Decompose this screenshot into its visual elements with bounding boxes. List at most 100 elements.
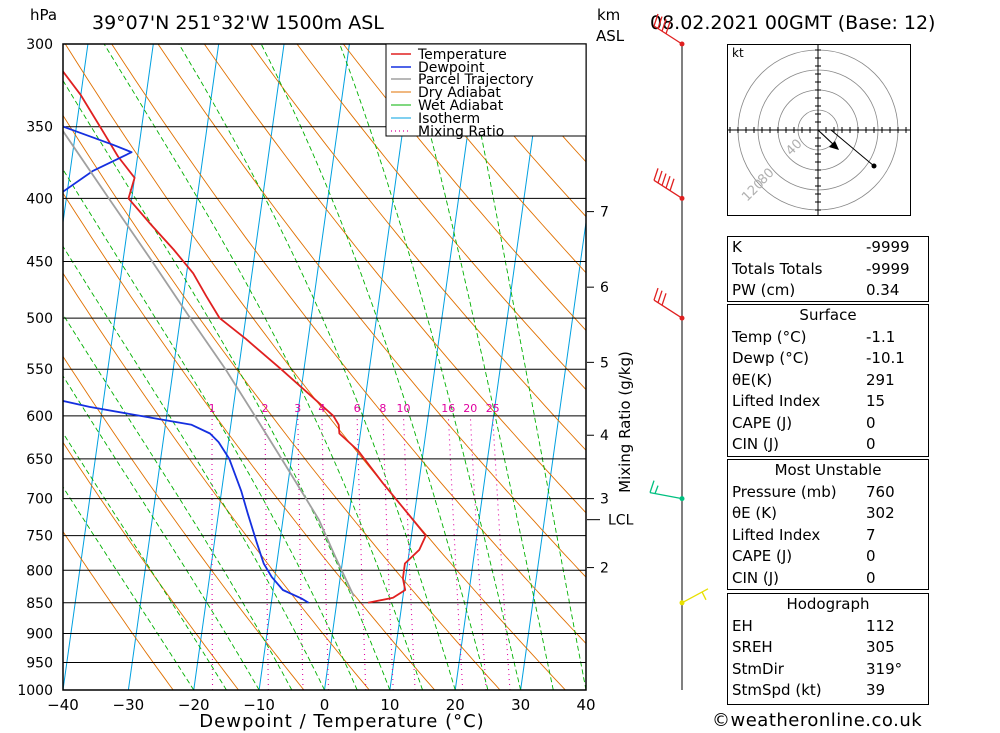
surface-cape-label: CAPE (J)	[732, 413, 793, 432]
wind-barb-feather	[661, 293, 667, 306]
isotherm-line	[324, 44, 416, 690]
pressure-tick-label: 400	[26, 191, 53, 207]
wet-adiabat-line	[103, 44, 424, 690]
wet-adiabat-line	[63, 79, 391, 690]
hodograph-stats-panel: Hodograph EH 112 SREH 305 StmDir 319° StmSp…	[727, 593, 929, 705]
hodograph-stats-title: Hodograph	[786, 595, 870, 613]
mixing-ratio-label: 8	[379, 402, 386, 415]
mixing-ratio-label: 4	[318, 402, 325, 415]
stmdir-row: StmDir 319°	[728, 659, 928, 681]
sreh-value: 305	[866, 638, 895, 656]
surface-dewp-value: -10.1	[866, 349, 905, 367]
wind-profile	[649, 13, 709, 690]
pw-label: PW (cm)	[732, 281, 796, 299]
eh-row: EH 112	[728, 616, 928, 638]
k-index-row: K -9999	[728, 237, 928, 259]
legend-label-wet-adiabat: Wet Adiabat	[418, 98, 504, 114]
mixing-ratio-label: 20	[463, 402, 477, 415]
wind-barb-feather	[653, 287, 659, 301]
km-tick-label: 2	[600, 561, 609, 577]
header: hPa 39°07'N 251°32'W 1500m ASL km ASL 08…	[30, 6, 935, 45]
dry-adiabat-line	[389, 44, 586, 274]
legend-label-dry-adiabat: Dry Adiabat	[418, 85, 501, 101]
dry-adiabat-line	[296, 44, 586, 391]
eh-value: 112	[866, 616, 895, 635]
datetime-title: 08.02.2021 00GMT (Base: 12)	[650, 12, 935, 34]
pressure-tick-label: 650	[26, 452, 53, 468]
hodograph-trace	[815, 129, 875, 167]
km-tick-label: 7	[600, 205, 609, 221]
legend-label-dewpoint: Dewpoint	[418, 60, 485, 76]
mixing-ratio-line	[321, 415, 330, 690]
wind-barb-feather	[657, 290, 663, 303]
wet-adiabat-line	[339, 44, 522, 690]
mu-theta-value: 302	[866, 504, 895, 522]
wind-barb	[653, 13, 685, 47]
skewt-chart: 3003504004505005506006507007508008509009…	[17, 37, 634, 732]
stmspd-label: StmSpd (kt)	[732, 681, 822, 699]
credit-link[interactable]: ©weatheronline.co.uk	[712, 710, 923, 731]
temperature-tick-label: −40	[47, 696, 79, 714]
pressure-tick-label: 550	[26, 362, 53, 378]
dry-adiabat-line	[63, 272, 370, 690]
pressure-tick-label: 850	[26, 596, 53, 612]
surface-theta-row: θE(K) 291	[728, 370, 928, 392]
isotherm-line	[389, 44, 481, 690]
stmdir-value: 319°	[866, 659, 903, 678]
temperature-line	[63, 70, 427, 604]
surface-cape-value: 0	[866, 413, 876, 432]
temperature-tick-label: 0	[320, 696, 330, 714]
wind-barb-shaft	[653, 179, 683, 199]
surface-temp-value: -1.1	[866, 327, 896, 346]
surface-temp-label: Temp (°C)	[732, 327, 807, 346]
pressure-tick-label: 600	[26, 409, 53, 425]
surface-li-value: 15	[866, 392, 886, 410]
mu-li-value: 7	[866, 525, 876, 544]
hpa-unit-label: hPa	[30, 6, 57, 24]
mu-cin-value: 0	[866, 568, 876, 587]
mixing-ratio-label: 6	[354, 402, 361, 415]
hodograph-unit: kt	[732, 46, 744, 60]
isotherm-line	[127, 44, 220, 690]
stmdir-label: StmDir	[732, 659, 784, 678]
wind-barb-feather	[661, 18, 667, 32]
wet-adiabat-line	[260, 44, 489, 690]
temperature-tick-label: 10	[380, 696, 399, 714]
isotherm-line	[63, 44, 154, 690]
mixing-ratio-label: 1	[209, 402, 216, 415]
km-tick-label: 6	[600, 280, 609, 296]
x-axis-title: Dewpoint / Temperature (°C)	[199, 711, 484, 732]
legend-label-temperature: Temperature	[417, 47, 507, 63]
wind-barb-feather	[657, 170, 663, 184]
surface-theta-value: 291	[866, 370, 895, 389]
wind-barb-feather	[649, 480, 655, 493]
km-tick-label: 5	[600, 355, 609, 371]
surface-theta-label: θE(K)	[732, 370, 773, 389]
most-unstable-panel: Most Unstable Pressure (mb) 760 θE (K) 302…	[727, 459, 929, 590]
wind-barb	[653, 168, 685, 201]
totals-totals-row: Totals Totals -9999	[728, 259, 928, 281]
pressure-tick-label: 450	[26, 255, 53, 271]
pressure-tick-label: 900	[26, 626, 53, 642]
mixing-ratio-axis-title: Mixing Ratio (g/kg)	[616, 351, 634, 493]
temperature-tick-label: 40	[576, 696, 595, 714]
mixing-ratio-label: 2	[262, 402, 269, 415]
mixing-ratio-line	[382, 415, 394, 690]
wind-barb-feather	[657, 16, 663, 29]
wind-barb-feather	[701, 591, 707, 601]
pressure-tick-label: 700	[26, 492, 53, 508]
hodograph-end-point	[871, 163, 877, 169]
surface-cape-row: CAPE (J) 0	[728, 413, 928, 435]
dry-adiabat-line	[111, 44, 586, 645]
surface-dewp-row: Dewp (°C) -10.1	[728, 348, 928, 370]
sreh-label: SREH	[732, 638, 773, 656]
pressure-tick-label: 1000	[17, 683, 53, 699]
wind-barb-feather	[653, 168, 659, 181]
wind-barb	[679, 588, 709, 606]
lcl-label: LCL	[608, 513, 634, 529]
wind-barb-feather	[661, 173, 667, 186]
pressure-tick-label: 300	[26, 37, 53, 53]
k-index-value: -9999	[866, 238, 910, 256]
wind-barb-feather	[669, 178, 675, 191]
legend-label-isotherm: Isotherm	[418, 111, 480, 127]
